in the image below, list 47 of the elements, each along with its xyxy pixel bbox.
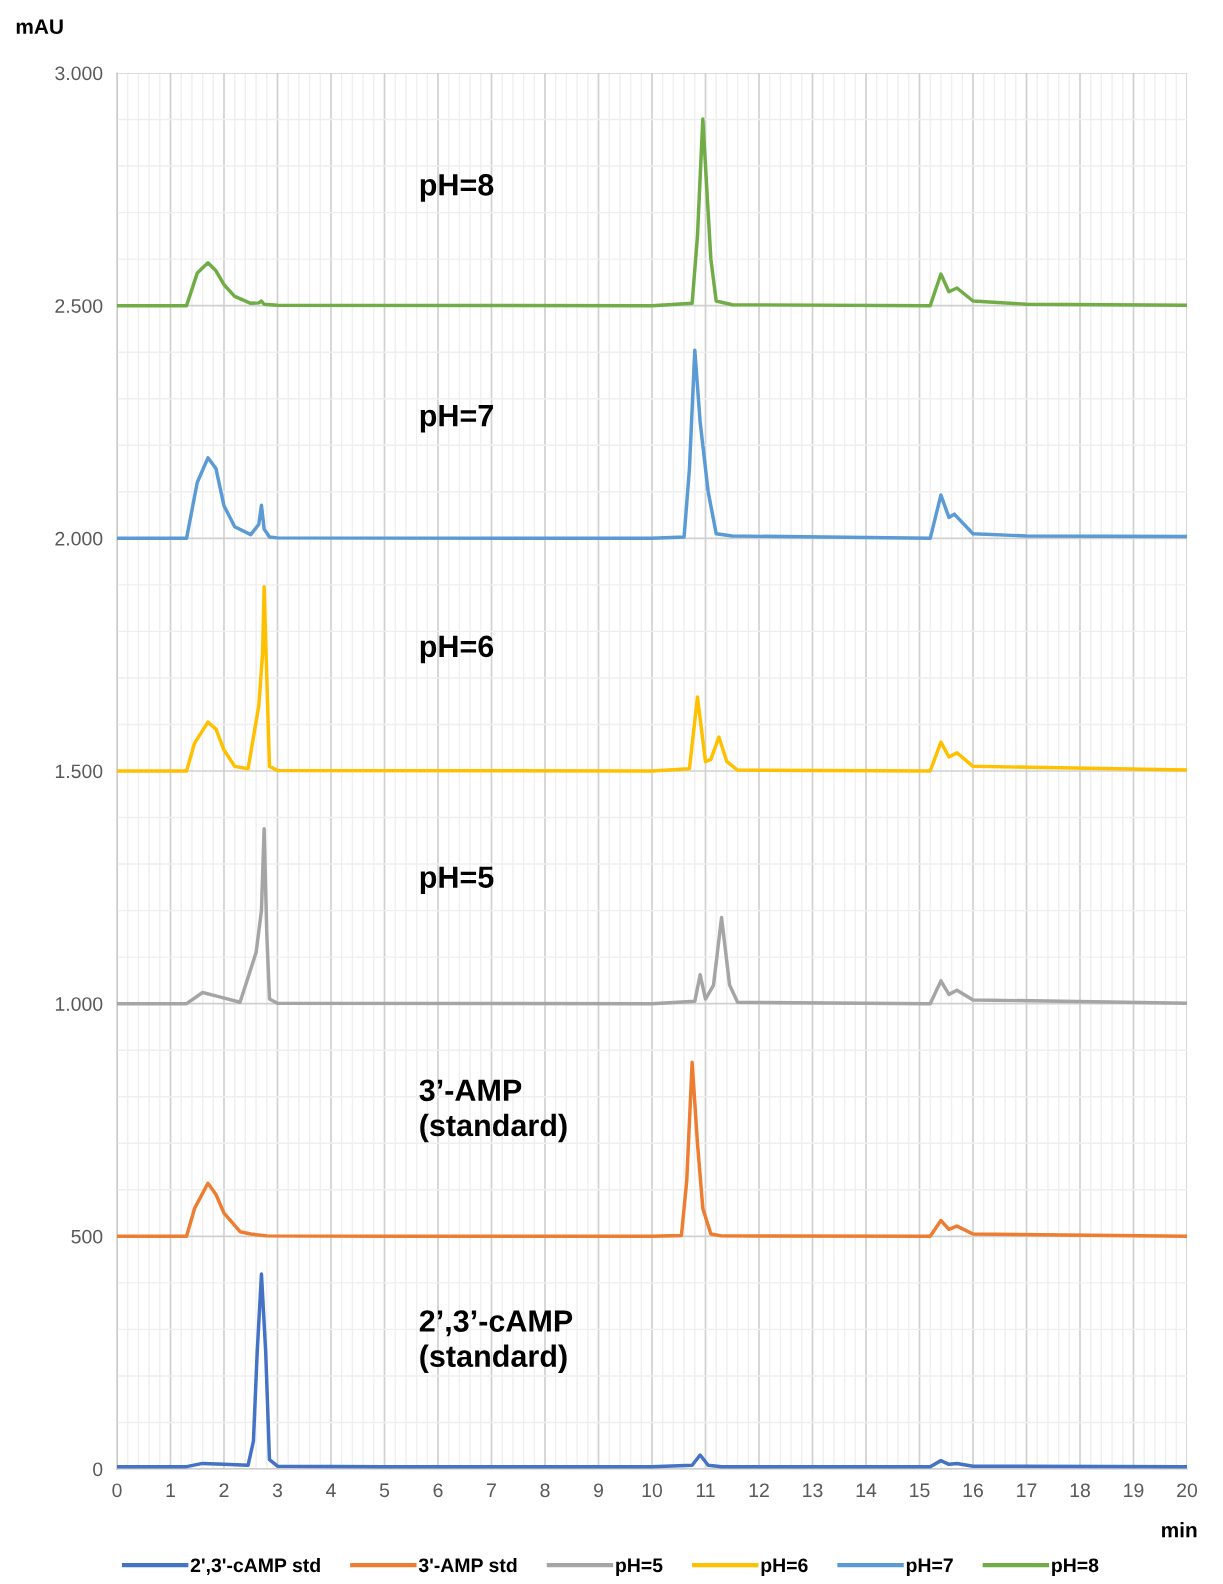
legend-label: 3'-AMP std — [418, 1557, 517, 1573]
x-tick-label: 17 — [1017, 1483, 1037, 1497]
x-tick-label: 9 — [594, 1483, 603, 1498]
line-series — [117, 117, 1187, 308]
y-tick-label: 1.000 — [55, 997, 103, 1011]
x-tick-label: 13 — [803, 1483, 823, 1498]
line-series — [117, 1060, 1187, 1239]
legend-label: 2',3'-cAMP std — [190, 1557, 320, 1575]
annotation: pH=6 — [420, 635, 494, 664]
x-tick-label: 1 — [166, 1483, 175, 1497]
x-tick-label: 3 — [272, 1483, 283, 1498]
annotation: 3’-AMP (standard) — [419, 1079, 567, 1143]
y-axis-title: mAU — [16, 19, 63, 34]
x-tick-label: 20 — [1177, 1483, 1198, 1498]
y-tick-label: 0 — [93, 1462, 103, 1477]
x-tick-label: 4 — [326, 1483, 336, 1497]
annotation: pH=7 — [420, 405, 493, 433]
y-tick-label: 500 — [71, 1229, 103, 1244]
x-tick-label: 15 — [910, 1483, 930, 1498]
y-tick-label: 1.500 — [55, 764, 103, 779]
legend-label: pH=8 — [1052, 1558, 1099, 1576]
x-tick-label: 16 — [963, 1483, 983, 1498]
y-tick-label: 2.500 — [55, 299, 103, 313]
line-series — [117, 584, 1187, 773]
x-tick-label: 8 — [540, 1483, 550, 1498]
x-tick-label: 0 — [112, 1483, 122, 1498]
legend-label: pH=5 — [616, 1558, 663, 1576]
legend-label: pH=7 — [906, 1558, 953, 1576]
legend-label: pH=6 — [761, 1558, 808, 1576]
x-tick-label: 14 — [856, 1483, 877, 1497]
x-tick-label: 10 — [642, 1483, 663, 1498]
x-tick-label: 7 — [487, 1483, 496, 1497]
x-axis-title: min — [1162, 1522, 1197, 1538]
x-tick-label: 6 — [433, 1483, 443, 1498]
line-series — [117, 348, 1187, 541]
y-tick-label: 3.000 — [55, 66, 103, 81]
annotation: 2’,3’-cAMP (standard) — [419, 1310, 573, 1374]
line-series — [117, 826, 1187, 1006]
x-tick-label: 5 — [379, 1483, 390, 1498]
x-tick-label: 2 — [219, 1483, 229, 1497]
x-tick-label: 12 — [749, 1483, 769, 1497]
annotation: pH=5 — [420, 866, 494, 894]
y-tick-label: 2.000 — [55, 531, 103, 546]
x-tick-label: 19 — [1124, 1483, 1144, 1498]
x-tick-label: 11 — [696, 1483, 715, 1497]
annotation: pH=8 — [420, 174, 494, 202]
x-tick-label: 18 — [1070, 1483, 1090, 1498]
